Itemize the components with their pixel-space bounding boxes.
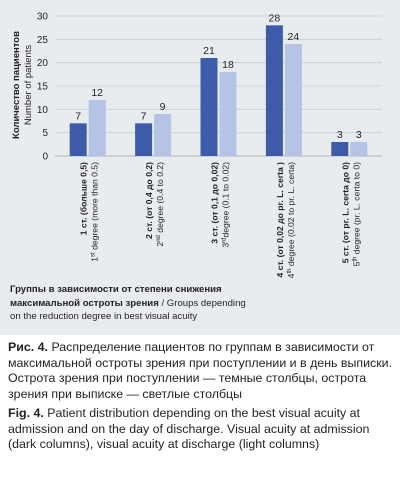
category-label-ru: 5 ст. (от pr. L. certa до 0)	[340, 162, 350, 263]
caption-ru: Рис. 4. Распределение пациентов по групп…	[8, 340, 396, 402]
bar-value-label: 18	[222, 59, 234, 71]
x-axis-label: Группы в зависимости от степени снижения…	[10, 283, 340, 324]
bar	[331, 142, 349, 156]
category-label: 1 ст. (больше 0,5)1st degree (more than …	[79, 162, 100, 262]
y-tick-label: 25	[37, 35, 49, 46]
caption-ru-text: Распределение пациентов по группам в зав…	[8, 340, 393, 401]
figure-caption: Рис. 4. Распределение пациентов по групп…	[8, 340, 396, 457]
caption-en-text: Patient distribution depending on the be…	[8, 406, 370, 451]
y-tick-label: 30	[37, 12, 49, 23]
y-tick-label: 10	[37, 105, 49, 116]
bar	[219, 72, 237, 156]
bar	[284, 44, 302, 156]
y-tick-label: 15	[37, 82, 49, 93]
y-axis-label-en: Number of patients	[23, 45, 34, 126]
category-label-en: 4th degree (0.02 to pr. L. certa)	[286, 162, 296, 278]
category-label-ru: 2 ст. (от 0,4 до 0,2)	[144, 162, 154, 239]
caption-en: Fig. 4. Patient distribution depending o…	[8, 406, 396, 453]
category-label: 3 ст. (от 0,1 до 0,02)3rddegree (0.1 to …	[210, 162, 231, 248]
bar-value-label: 7	[75, 110, 81, 122]
bar-value-label: 9	[160, 101, 166, 113]
bar	[135, 123, 153, 156]
bar-value-label: 3	[356, 129, 362, 141]
x-axis-label-ru-1: Группы в зависимости от степени снижения	[10, 284, 222, 295]
x-axis-label-en-1: / Groups depending	[158, 297, 246, 309]
bar-value-label: 7	[141, 110, 147, 122]
category-label-en: 2nd degree (0.4 to 0.2)	[155, 162, 165, 247]
category-label-en: 5th degree (pr. L. certa to 0)	[351, 162, 361, 267]
x-axis-label-ru-2: максимальной остроты зрения	[10, 297, 159, 309]
category-label: 2 ст. (от 0,4 до 0,2)2nd degree (0.4 to …	[144, 162, 165, 247]
chart-panel: 0 5 10 15 20 25 30 7 12 1 ст. (больше 0,5) 1st deg…	[0, 0, 400, 335]
bar-value-label: 3	[337, 129, 343, 141]
bar-value-label: 21	[203, 45, 215, 57]
category-label-ru: 3 ст. (от 0,1 до 0,02)	[210, 162, 220, 244]
y-tick-label: 20	[37, 58, 49, 69]
category-label-ru: 1 ст. (больше 0,5)	[79, 162, 89, 235]
bar	[88, 100, 106, 156]
category-label: 5 ст. (от pr. L. certa до 0)5th degree (…	[340, 162, 361, 267]
caption-ru-label: Рис. 4.	[8, 340, 48, 354]
bar-value-label: 12	[91, 87, 103, 99]
bar-chart: 0 5 10 15 20 25 30 7 12 1 ст. (больше 0,5)1st deg…	[11, 12, 382, 278]
bar-value-label: 28	[269, 12, 281, 24]
bar	[350, 142, 368, 156]
x-axis-label-en-2: on the reduction degree in best visual a…	[10, 311, 198, 322]
bar	[154, 114, 172, 156]
category-label-en: 3rddegree (0.1 to 0.02)	[221, 162, 231, 248]
category-label: 4 ст. (от 0,02 до pr. L. certa ) 4th degr…	[275, 162, 296, 278]
category-label-ru: 4 ст. (от 0,02 до pr. L. certa )	[275, 162, 285, 278]
caption-en-label: Fig. 4.	[8, 406, 44, 420]
y-tick-label: 5	[42, 128, 48, 139]
bar	[69, 123, 87, 156]
y-axis-label-ru: Количество пациентов	[11, 31, 22, 139]
bar-value-label: 24	[288, 31, 300, 43]
bar	[200, 58, 218, 156]
bar	[265, 25, 283, 157]
category-label-en: 1st degree (more than 0.5)	[90, 162, 100, 262]
y-tick-label: 0	[42, 152, 48, 163]
